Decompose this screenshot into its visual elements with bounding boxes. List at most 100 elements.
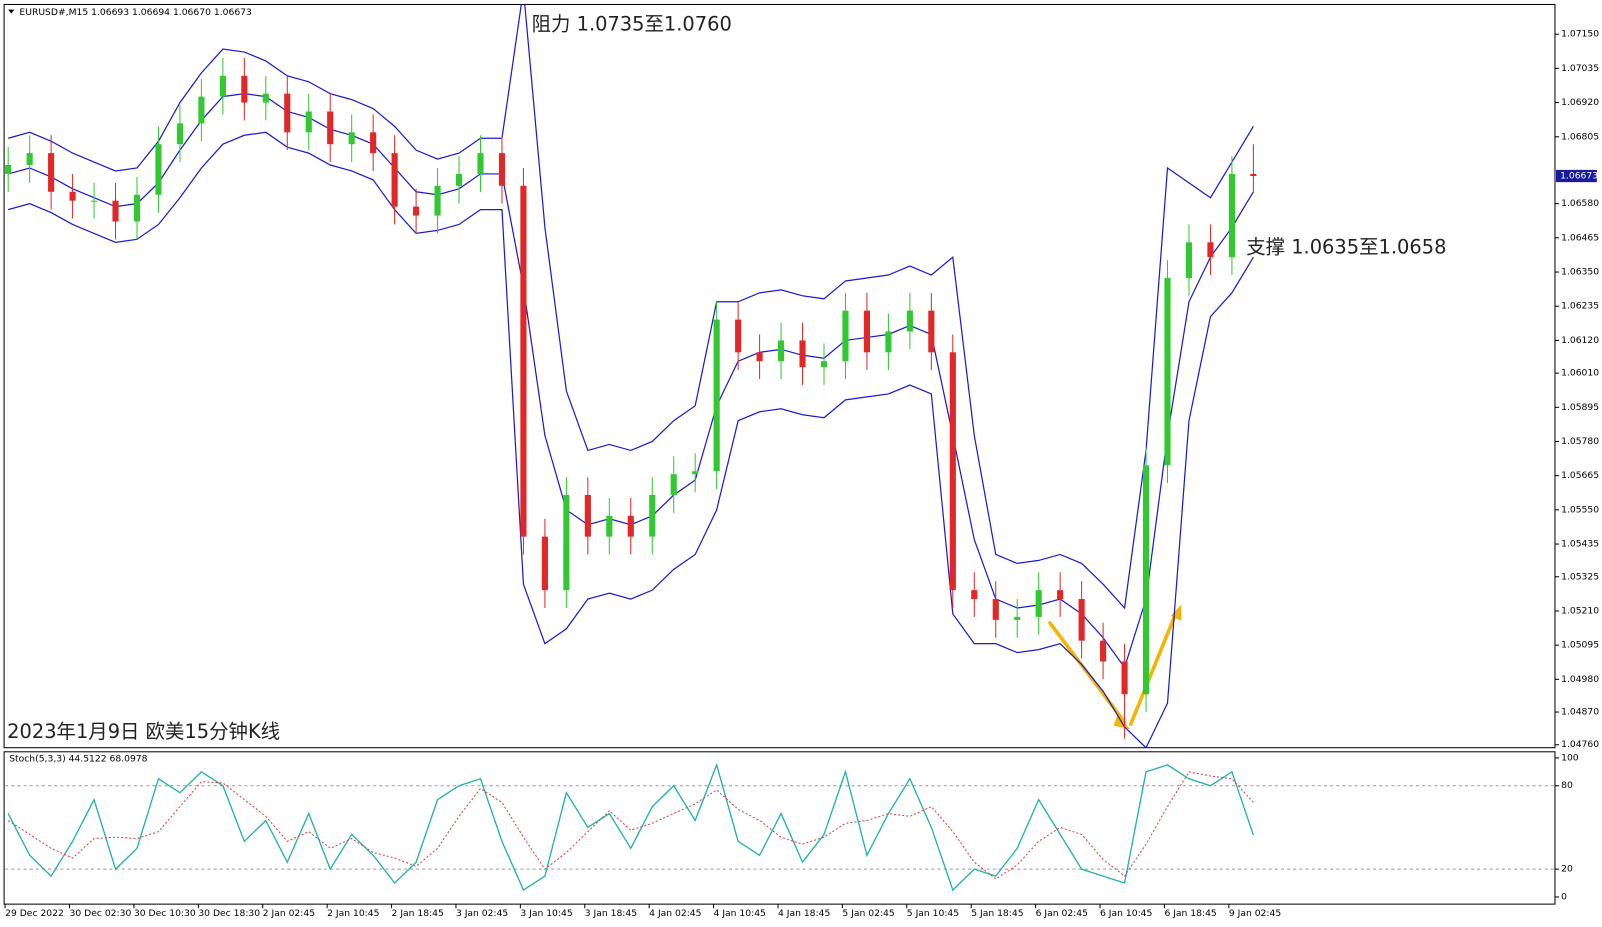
candle-body	[219, 75, 226, 97]
candle-body	[1142, 465, 1150, 695]
y-tick-label: 1.06580	[1561, 198, 1599, 209]
y-tick-label: 1.06010	[1561, 368, 1599, 379]
y-tick-label: 1.05665	[1561, 470, 1599, 481]
price-plot	[5, 4, 1257, 748]
candle-body	[112, 200, 119, 222]
y-tick-label: 1.06120	[1561, 335, 1599, 346]
x-tick-label: 6 Jan 02:45	[1036, 908, 1088, 919]
y-tick-label: 80	[1561, 780, 1573, 791]
y-tick-label: 1.04980	[1561, 674, 1599, 685]
candle-body	[885, 331, 892, 353]
candle-body	[477, 153, 484, 174]
candle-body	[799, 340, 806, 368]
candle-body	[1035, 590, 1042, 617]
y-tick-label: 1.06350	[1561, 267, 1599, 278]
y-tick-label: 1.05095	[1561, 640, 1599, 651]
candle-body	[305, 111, 312, 133]
y-tick-label: 20	[1561, 864, 1573, 875]
y-tick-label: 1.05780	[1561, 436, 1599, 447]
candle-body	[5, 165, 12, 174]
x-tick-label: 2 Jan 10:45	[327, 908, 379, 919]
candle-body	[949, 352, 956, 591]
y-tick-label: 1.04760	[1561, 739, 1599, 750]
candle-body	[842, 310, 849, 362]
candle-body	[498, 153, 506, 186]
y-tick-label: 1.05325	[1561, 571, 1599, 582]
stoch-plot	[7, 762, 1255, 892]
candle-body	[992, 599, 999, 620]
candle-body	[1164, 277, 1171, 466]
stoch-panel	[3, 751, 1556, 905]
candle-body	[1207, 242, 1214, 258]
candle-body	[649, 495, 656, 537]
candle-body	[756, 352, 763, 362]
y-tick-label: 1.05550	[1561, 504, 1599, 515]
y-tick-label: 100	[1561, 752, 1579, 763]
x-tick-label: 2 Jan 18:45	[392, 908, 444, 919]
main-panel	[3, 3, 1556, 749]
x-tick-label: 3 Jan 02:45	[456, 908, 508, 919]
band-lower	[8, 131, 1254, 748]
candle-body	[1121, 661, 1128, 695]
x-tick-label: 30 Dec 18:30	[198, 908, 260, 919]
candle-body	[520, 185, 527, 537]
candle-body	[133, 194, 141, 222]
candle-body	[777, 340, 785, 362]
stoch-header: Stoch(5,3,3) 44.5122 68.0978	[9, 753, 147, 764]
candle-body	[155, 144, 162, 195]
candle-body	[541, 536, 548, 591]
candle-body	[563, 495, 570, 591]
candle-body	[1057, 590, 1064, 600]
candle-body	[1228, 173, 1235, 258]
candle-body	[391, 153, 398, 207]
candle-body	[262, 93, 269, 103]
x-tick-label: 6 Jan 18:45	[1164, 908, 1216, 919]
y-tick-label: 0	[1561, 891, 1567, 902]
candle-body	[1014, 616, 1021, 620]
y-tick-label: 1.06805	[1561, 131, 1599, 142]
x-tick-label: 30 Dec 10:30	[134, 908, 196, 919]
candle-body	[606, 515, 613, 537]
stoch-line	[7, 771, 1254, 880]
candle-body	[692, 471, 699, 475]
candle-body	[1250, 173, 1257, 177]
candle-body	[928, 310, 935, 353]
y-tick-label: 1.07035	[1561, 63, 1599, 74]
candle-body	[26, 153, 33, 166]
candle-body	[1185, 242, 1193, 278]
x-tick-label: 5 Jan 10:45	[907, 908, 959, 919]
x-tick-label: 2 Jan 02:45	[263, 908, 315, 919]
x-tick-label: 4 Jan 10:45	[714, 908, 766, 919]
x-tick-label: 6 Jan 10:45	[1100, 908, 1152, 919]
candle-body	[370, 132, 377, 154]
candle-body	[327, 111, 334, 145]
candle-body	[241, 75, 248, 103]
candle-body	[627, 515, 634, 537]
y-tick-label: 1.05435	[1561, 539, 1599, 550]
x-tick-label: 3 Jan 18:45	[585, 908, 637, 919]
candle-body	[820, 361, 828, 368]
stoch-line	[7, 762, 1255, 892]
candle-body	[348, 132, 355, 145]
candle-body	[713, 319, 720, 472]
candle-body	[670, 474, 677, 496]
y-tick-label: 1.06235	[1561, 301, 1599, 312]
candle-body	[284, 93, 291, 133]
last-price-label: 1.06673	[1560, 171, 1598, 182]
candle-body	[48, 153, 55, 192]
x-tick-label: 4 Jan 02:45	[649, 908, 701, 919]
candle-body	[455, 173, 463, 186]
candle-body	[434, 185, 441, 216]
y-tick-label: 1.07150	[1561, 29, 1599, 40]
y-tick-label: 1.06920	[1561, 97, 1599, 108]
x-tick-label: 5 Jan 02:45	[842, 908, 894, 919]
x-tick-label: 4 Jan 18:45	[778, 908, 830, 919]
candle-body	[69, 191, 76, 201]
candle-body	[863, 310, 871, 353]
x-tick-label: 9 Jan 02:45	[1229, 908, 1281, 919]
last-price-box	[1555, 169, 1597, 183]
chart-caption: 2023年1月9日 欧美15分钟K线	[7, 720, 280, 743]
menu-triangle[interactable]	[8, 9, 15, 14]
